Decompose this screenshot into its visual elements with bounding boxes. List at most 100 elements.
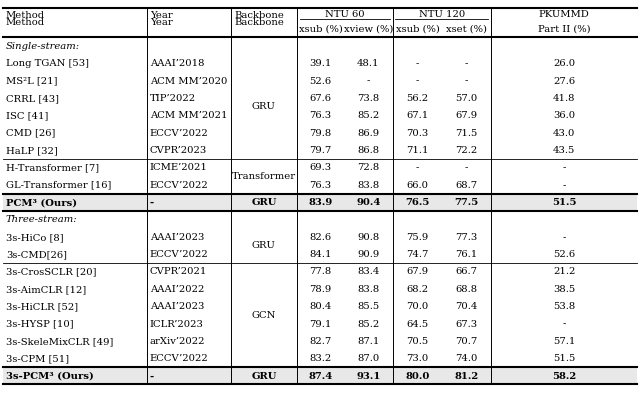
Text: TIP’2022: TIP’2022 xyxy=(150,94,196,103)
Text: 87.0: 87.0 xyxy=(357,354,380,363)
Text: -: - xyxy=(367,77,370,86)
Text: 72.8: 72.8 xyxy=(357,163,380,172)
Text: 87.1: 87.1 xyxy=(357,337,380,346)
Text: -: - xyxy=(563,319,566,329)
Text: 70.3: 70.3 xyxy=(406,129,429,138)
Text: ACM MM’2020: ACM MM’2020 xyxy=(150,77,227,86)
Text: 3s-CrosSCLR [20]: 3s-CrosSCLR [20] xyxy=(6,267,97,277)
Text: 21.2: 21.2 xyxy=(553,267,575,277)
Text: 73.8: 73.8 xyxy=(357,94,380,103)
Text: ECCV’2022: ECCV’2022 xyxy=(150,129,209,138)
Text: -: - xyxy=(150,198,154,207)
Text: xsub (%): xsub (%) xyxy=(299,25,342,34)
Text: 81.2: 81.2 xyxy=(454,371,479,381)
Text: -: - xyxy=(465,77,468,86)
Text: arXiv’2022: arXiv’2022 xyxy=(150,337,205,346)
Text: 57.0: 57.0 xyxy=(456,94,477,103)
Text: 77.3: 77.3 xyxy=(456,233,477,242)
Text: 85.2: 85.2 xyxy=(357,319,380,329)
Text: 70.5: 70.5 xyxy=(406,337,429,346)
Text: -: - xyxy=(416,77,419,86)
Text: Method: Method xyxy=(6,18,45,27)
Text: 67.9: 67.9 xyxy=(406,267,429,277)
Text: 93.1: 93.1 xyxy=(356,371,381,381)
Text: 83.8: 83.8 xyxy=(357,181,380,190)
Text: 73.0: 73.0 xyxy=(406,354,429,363)
Text: GCN: GCN xyxy=(252,310,276,319)
Text: 86.8: 86.8 xyxy=(357,146,380,155)
Text: -: - xyxy=(563,233,566,242)
Text: 86.9: 86.9 xyxy=(357,129,380,138)
Text: 85.2: 85.2 xyxy=(357,111,380,120)
Text: 27.6: 27.6 xyxy=(553,77,575,86)
Text: HaLP [32]: HaLP [32] xyxy=(6,146,58,155)
Text: -: - xyxy=(416,163,419,172)
Text: 43.5: 43.5 xyxy=(553,146,575,155)
Text: 82.6: 82.6 xyxy=(310,233,332,242)
Text: Year: Year xyxy=(150,11,173,20)
Text: 90.9: 90.9 xyxy=(357,250,380,259)
Text: 68.7: 68.7 xyxy=(456,181,477,190)
Text: 57.1: 57.1 xyxy=(553,337,575,346)
Text: 64.5: 64.5 xyxy=(406,319,429,329)
Text: 67.6: 67.6 xyxy=(310,94,332,103)
Text: 72.2: 72.2 xyxy=(456,146,477,155)
Text: ACM MM’2021: ACM MM’2021 xyxy=(150,111,227,120)
Text: Transformer: Transformer xyxy=(232,172,296,181)
Text: 38.5: 38.5 xyxy=(553,285,575,294)
Text: 58.2: 58.2 xyxy=(552,371,576,381)
Text: 84.1: 84.1 xyxy=(309,250,332,259)
Text: Backbone: Backbone xyxy=(234,18,284,27)
Text: 67.9: 67.9 xyxy=(456,111,477,120)
Text: CVPR’2023: CVPR’2023 xyxy=(150,146,207,155)
Text: 69.3: 69.3 xyxy=(310,163,332,172)
Text: 82.7: 82.7 xyxy=(310,337,332,346)
Text: 3s-PCM³ (Ours): 3s-PCM³ (Ours) xyxy=(6,371,93,381)
Text: -: - xyxy=(563,181,566,190)
Text: AAAI’2018: AAAI’2018 xyxy=(150,59,204,68)
Text: 48.1: 48.1 xyxy=(357,59,380,68)
Text: CMD [26]: CMD [26] xyxy=(6,129,55,138)
Text: 3s-HiCo [8]: 3s-HiCo [8] xyxy=(6,233,63,242)
Text: -: - xyxy=(465,163,468,172)
Text: 68.8: 68.8 xyxy=(456,285,477,294)
Text: CRRL [43]: CRRL [43] xyxy=(6,94,59,103)
Text: 70.4: 70.4 xyxy=(456,302,477,311)
Text: -: - xyxy=(563,163,566,172)
Text: GRU: GRU xyxy=(252,241,276,250)
Text: 76.3: 76.3 xyxy=(310,111,332,120)
Text: 75.9: 75.9 xyxy=(406,233,429,242)
Text: 71.1: 71.1 xyxy=(406,146,429,155)
Text: ISC [41]: ISC [41] xyxy=(6,111,48,120)
Text: xsub (%): xsub (%) xyxy=(396,25,440,34)
Text: 83.9: 83.9 xyxy=(308,198,333,207)
Text: Backbone: Backbone xyxy=(234,11,284,20)
Text: ECCV’2022: ECCV’2022 xyxy=(150,250,209,259)
Text: 90.4: 90.4 xyxy=(356,198,381,207)
Text: 41.8: 41.8 xyxy=(553,94,575,103)
Text: GRU: GRU xyxy=(252,371,276,381)
Text: 3s-HYSP [10]: 3s-HYSP [10] xyxy=(6,319,74,329)
Text: 77.5: 77.5 xyxy=(454,198,479,207)
Text: xset (%): xset (%) xyxy=(446,25,487,34)
Text: GRU: GRU xyxy=(252,198,276,207)
Text: 52.6: 52.6 xyxy=(310,77,332,86)
Text: 68.2: 68.2 xyxy=(406,285,429,294)
Text: -: - xyxy=(150,371,154,381)
Text: 74.0: 74.0 xyxy=(456,354,477,363)
Text: GL-Transformer [16]: GL-Transformer [16] xyxy=(6,181,111,190)
Text: 71.5: 71.5 xyxy=(456,129,477,138)
Text: 3s-SkeleMixCLR [49]: 3s-SkeleMixCLR [49] xyxy=(6,337,113,346)
Text: -: - xyxy=(416,59,419,68)
Text: 80.4: 80.4 xyxy=(310,302,332,311)
Text: AAAI’2022: AAAI’2022 xyxy=(150,285,204,294)
Text: Three-stream:: Three-stream: xyxy=(6,215,77,224)
Text: 83.2: 83.2 xyxy=(310,354,332,363)
Text: Single-stream:: Single-stream: xyxy=(6,42,80,51)
Text: GRU: GRU xyxy=(252,102,276,111)
Text: 67.3: 67.3 xyxy=(456,319,477,329)
Text: PCM³ (Ours): PCM³ (Ours) xyxy=(6,198,77,207)
Text: 43.0: 43.0 xyxy=(553,129,575,138)
Text: 51.5: 51.5 xyxy=(552,198,576,207)
Text: 36.0: 36.0 xyxy=(553,111,575,120)
